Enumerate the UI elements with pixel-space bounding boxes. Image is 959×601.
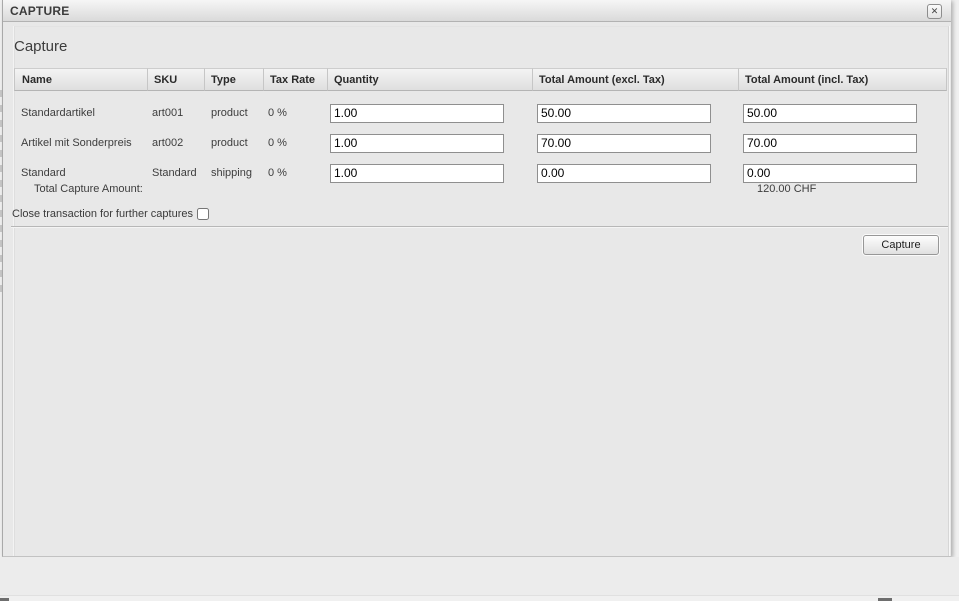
- column-header-amount-incl: Total Amount (incl. Tax): [739, 68, 947, 91]
- page-edge-right: [951, 0, 959, 601]
- close-icon[interactable]: ✕: [927, 4, 942, 19]
- row-type: shipping: [211, 167, 252, 179]
- row-sku: Standard: [152, 167, 197, 179]
- section-divider: [11, 226, 948, 227]
- close-transaction-checkbox[interactable]: [196, 208, 209, 220]
- lightbox-footer: ing Address Shipping Address ✕ Schliesse…: [0, 557, 959, 595]
- amount-incl-input[interactable]: [743, 163, 917, 183]
- amount-incl-input[interactable]: [743, 133, 917, 153]
- amount-incl-input[interactable]: [743, 103, 917, 123]
- dialog-titlebar: CAPTURE: [3, 0, 951, 22]
- capture-dialog: CAPTURE ✕ Capture Name SKU Type Tax Rate…: [2, 0, 951, 557]
- row-sku: art002: [152, 137, 184, 149]
- amount-excl-input[interactable]: [537, 163, 711, 183]
- capture-line-items-table: Name SKU Type Tax Rate Quantity Total Am…: [14, 68, 947, 188]
- quantity-input[interactable]: [330, 163, 504, 183]
- row-tax-rate: 0 %: [268, 137, 287, 149]
- close-transaction-label: Close transaction for further captures: [12, 207, 193, 220]
- quantity-input[interactable]: [330, 133, 504, 153]
- row-tax-rate: 0 %: [268, 107, 287, 119]
- page-edge-left: [0, 0, 2, 601]
- total-capture-amount-value: 120.00 CHF: [757, 183, 817, 195]
- row-type: product: [211, 107, 248, 119]
- dialog-title: CAPTURE: [10, 3, 70, 18]
- quantity-input[interactable]: [330, 103, 504, 123]
- page-bottom-strip: [0, 595, 959, 601]
- column-header-type: Type: [205, 68, 264, 91]
- section-heading: Capture: [14, 38, 68, 55]
- column-header-sku: SKU: [148, 68, 205, 91]
- page-text-fragment: [878, 598, 892, 601]
- page-text-fragment: [0, 598, 9, 601]
- amount-excl-input[interactable]: [537, 133, 711, 153]
- row-tax-rate: 0 %: [268, 167, 287, 179]
- capture-button[interactable]: Capture: [863, 235, 939, 255]
- amount-excl-input[interactable]: [537, 103, 711, 123]
- column-header-name: Name: [14, 68, 148, 91]
- row-name: Artikel mit Sonderpreis: [21, 137, 132, 149]
- total-capture-amount-label: Total Capture Amount:: [34, 183, 143, 195]
- row-name: Standardartikel: [21, 107, 95, 119]
- row-sku: art001: [152, 107, 184, 119]
- row-name: Standard: [21, 167, 66, 179]
- close-transaction-row: Close transaction for further captures: [12, 207, 209, 220]
- column-header-amount-excl: Total Amount (excl. Tax): [533, 68, 739, 91]
- column-header-tax-rate: Tax Rate: [264, 68, 328, 91]
- column-header-quantity: Quantity: [328, 68, 533, 91]
- row-type: product: [211, 137, 248, 149]
